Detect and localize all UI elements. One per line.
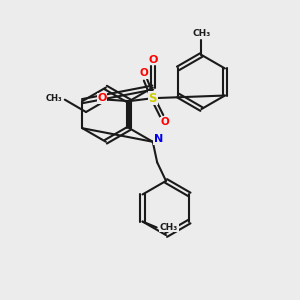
Text: CH₃: CH₃ xyxy=(45,94,62,103)
Text: S: S xyxy=(148,92,157,105)
Text: O: O xyxy=(140,68,148,78)
Text: O: O xyxy=(148,55,158,65)
Text: O: O xyxy=(160,117,169,127)
Text: CH₃: CH₃ xyxy=(160,223,178,232)
Text: CH₃: CH₃ xyxy=(192,29,211,38)
Text: N: N xyxy=(154,134,163,144)
Text: O: O xyxy=(97,93,106,103)
